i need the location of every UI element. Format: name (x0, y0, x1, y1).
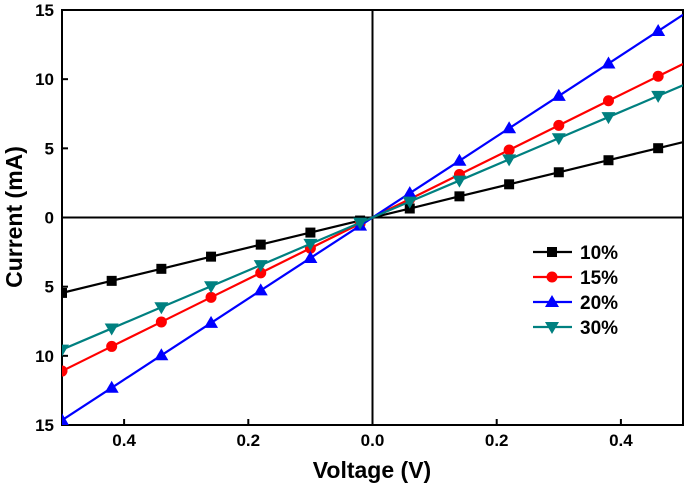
y-tick-label: 10 (35, 70, 54, 89)
data-point (305, 227, 316, 238)
data-point (651, 90, 666, 103)
data-point (653, 143, 664, 154)
legend-marker (545, 295, 559, 307)
data-point (62, 413, 69, 425)
legend-label: 20% (580, 293, 618, 314)
series-line-30pct (62, 84, 683, 351)
data-point (104, 380, 119, 393)
x-tick-label: 0.4 (609, 431, 633, 450)
data-point (502, 121, 517, 134)
data-point (156, 263, 167, 274)
data-point (206, 251, 217, 262)
data-point (204, 281, 219, 294)
x-axis-label: Voltage (V) (313, 457, 431, 483)
data-point (652, 70, 664, 82)
series-line-20pct (62, 13, 683, 422)
y-tick-label: 15 (35, 416, 54, 435)
data-point (154, 348, 169, 361)
data-point (452, 175, 467, 188)
data-point (551, 88, 566, 101)
data-point (602, 95, 614, 107)
data-point (454, 191, 465, 202)
series-line-10pct (62, 141, 683, 294)
data-point (601, 56, 616, 69)
data-point (402, 186, 417, 199)
data-point (62, 365, 68, 377)
legend-marker (547, 247, 557, 257)
data-point (651, 24, 666, 37)
legend-label: 15% (580, 268, 618, 289)
data-point (553, 119, 565, 131)
legend-marker (545, 322, 559, 334)
data-point (502, 154, 517, 167)
data-point (551, 133, 566, 146)
data-point (62, 344, 69, 357)
data-point (303, 238, 318, 251)
legend-label: 10% (580, 243, 618, 264)
data-point (553, 167, 564, 178)
data-point (504, 179, 515, 190)
data-point (106, 340, 118, 352)
y-tick-label: 10 (35, 347, 54, 366)
data-point (303, 251, 318, 264)
legend-label: 30% (580, 318, 618, 339)
legend: 10% 15% 20% 30% (533, 243, 618, 339)
x-tick-label: 0.2 (485, 431, 509, 450)
y-tick-label: 15 (35, 1, 54, 20)
data-point (255, 267, 267, 279)
data-point (253, 260, 268, 273)
data-point (353, 217, 368, 230)
data-point (204, 315, 219, 328)
data-point (205, 291, 217, 303)
data-point (155, 316, 167, 328)
data-point (104, 323, 119, 336)
data-point (452, 153, 467, 166)
data-point (62, 287, 67, 298)
data-point (253, 283, 268, 296)
data-point (603, 155, 614, 166)
data-point (601, 112, 616, 125)
x-tick-label: 0.0 (361, 431, 385, 450)
y-tick-label: 0 (45, 209, 54, 228)
data-point (154, 302, 169, 315)
y-axis-label: Current (mA) (1, 146, 27, 288)
data-point (402, 196, 417, 209)
y-tick-label: 5 (45, 139, 54, 158)
legend-marker (546, 271, 558, 283)
plot-area (62, 13, 683, 425)
x-tick-label: 0.2 (236, 431, 260, 450)
data-point (106, 275, 117, 286)
data-point (255, 239, 266, 250)
data-point (503, 144, 515, 156)
x-tick-label: 0.4 (112, 431, 136, 450)
y-tick-label: 5 (45, 278, 54, 297)
